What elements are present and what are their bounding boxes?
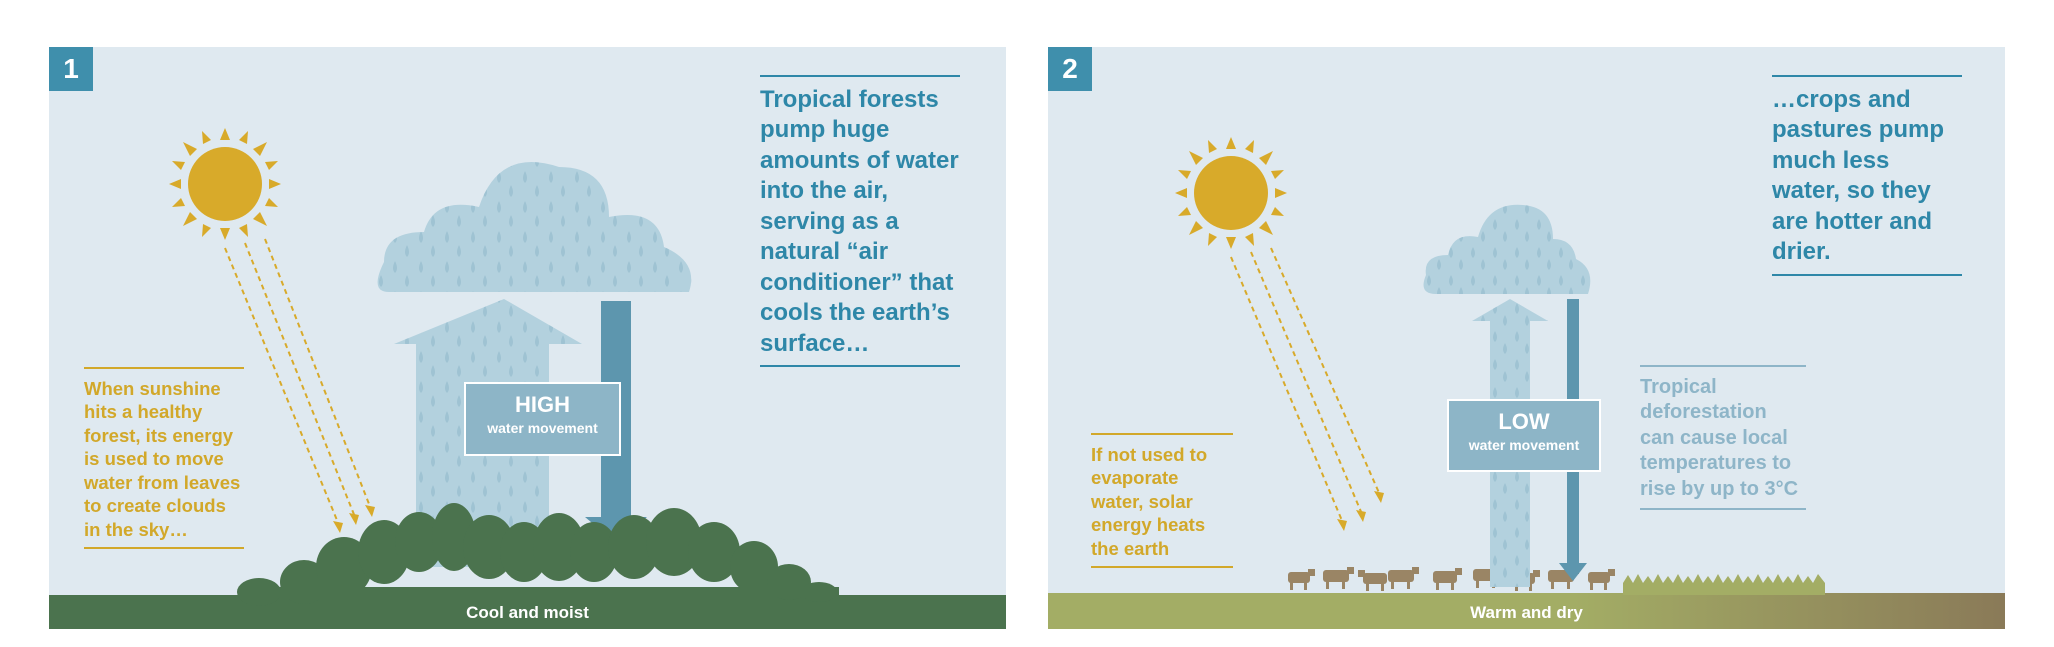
left-callout: If not used to evaporate water, solar en… — [1091, 433, 1233, 569]
water-movement-label-box: HIGH water movement — [464, 382, 621, 456]
water-movement-caption: water movement — [1468, 437, 1580, 453]
left-callout: When sunshine hits a healthy forest, its… — [84, 367, 244, 550]
forest-ground — [49, 595, 1006, 629]
tree-icon — [237, 503, 839, 606]
sun-icon — [169, 128, 281, 240]
main-callout: …crops and pastures pump much less water… — [1772, 75, 1962, 276]
panel-pasture: 2 …crops and pastures pump much less wat… — [1048, 47, 2005, 629]
pasture-ground — [1048, 593, 2005, 629]
sun-icon — [1175, 137, 1287, 249]
crop-icon — [1623, 574, 1825, 595]
water-movement-level: HIGH — [515, 392, 570, 417]
panel-number-badge: 2 — [1048, 47, 1092, 91]
panel-forest-illustration — [49, 128, 1006, 629]
sunlight-rays — [224, 238, 372, 526]
water-movement-caption: water movement — [487, 420, 598, 436]
panel-number-badge: 1 — [49, 47, 93, 91]
ground-label: Warm and dry — [1470, 603, 1583, 622]
water-movement-label-box: LOW water movement — [1447, 399, 1601, 472]
cloud-icon — [377, 162, 692, 292]
cloud-icon — [1423, 204, 1591, 294]
ground-label: Cool and moist — [466, 603, 589, 622]
main-callout: Tropical forests pump huge amounts of wa… — [760, 75, 960, 368]
sunlight-rays — [1230, 247, 1381, 524]
water-movement-level: LOW — [1498, 409, 1550, 434]
side-callout: Tropical deforestation can cause local t… — [1640, 365, 1806, 510]
panel-forest: 1 Tropical forests pump huge amounts of … — [49, 47, 1006, 629]
